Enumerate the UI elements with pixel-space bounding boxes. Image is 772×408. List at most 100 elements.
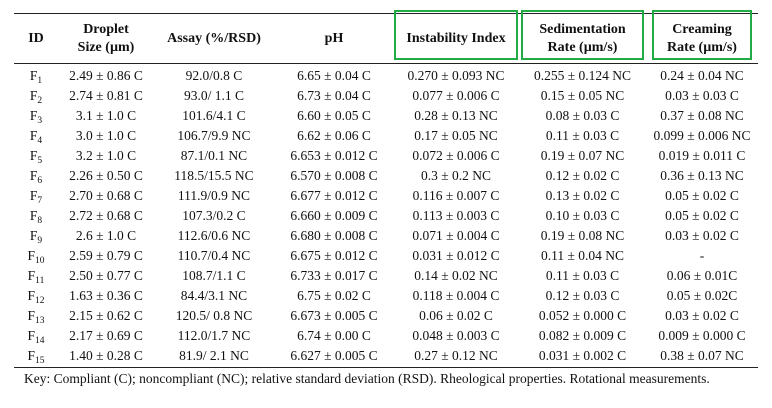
header-id: ID: [14, 14, 58, 63]
cell-instability-index: 0.048 ± 0.003 C: [412, 328, 500, 343]
header-assay: Assay (%/RSD): [154, 14, 274, 63]
cell-ph: 6.73 ± 0.04 C: [297, 88, 371, 103]
header-id-label: ID: [28, 30, 44, 46]
table-row: F12 1.63 ± 0.36 C 84.4/3.1 NC 6.75 ± 0.0…: [14, 286, 758, 306]
row-id: F4: [29, 128, 43, 146]
cell-assay: 118.5/15.5 NC: [174, 168, 254, 183]
cell-creaming-rate: 0.38 ± 0.07 NC: [660, 348, 744, 363]
row-id: F2: [29, 88, 43, 106]
table-row: F5 3.2 ± 1.0 C 87.1/0.1 NC 6.653 ± 0.012…: [14, 146, 758, 166]
cell-sedimentation-rate: 0.031 ± 0.002 C: [538, 348, 627, 363]
cell-creaming-rate: 0.24 ± 0.04 NC: [660, 68, 744, 83]
header-instability-index: Instability Index: [394, 14, 518, 63]
cell-assay: 112.0/1.7 NC: [177, 328, 251, 343]
cell-droplet-size: 2.74 ± 0.81 C: [69, 88, 143, 103]
cell-droplet-size: 3.2 ± 1.0 C: [75, 148, 137, 163]
header-creaming-line2: Rate (µm/s): [667, 39, 737, 55]
cell-droplet-size: 2.50 ± 0.77 C: [69, 268, 143, 283]
cell-sedimentation-rate: 0.082 ± 0.009 C: [538, 328, 627, 343]
cell-creaming-rate: 0.009 ± 0.000 C: [658, 328, 746, 343]
header-assay-label: Assay (%/RSD): [167, 30, 261, 46]
cell-droplet-size: 2.49 ± 0.86 C: [69, 68, 143, 83]
table-row: F3 3.1 ± 1.0 C 101.6/4.1 C 6.60 ± 0.05 C…: [14, 106, 758, 126]
table-row: F10 2.59 ± 0.79 C 110.7/0.4 NC 6.675 ± 0…: [14, 246, 758, 266]
cell-ph: 6.75 ± 0.02 C: [297, 288, 371, 303]
cell-assay: 93.0/ 1.1 C: [183, 88, 244, 103]
cell-creaming-rate: 0.05 ± 0.02 C: [665, 188, 739, 203]
cell-sedimentation-rate: 0.19 ± 0.08 NC: [540, 228, 625, 243]
cell-instability-index: 0.077 ± 0.006 C: [412, 88, 500, 103]
table-row: F8 2.72 ± 0.68 C 107.3/0.2 C 6.660 ± 0.0…: [14, 206, 758, 226]
cell-assay: 106.7/9.9 NC: [177, 128, 251, 143]
cell-sedimentation-rate: 0.15 ± 0.05 NC: [540, 88, 625, 103]
cell-assay: 87.1/0.1 NC: [180, 148, 248, 163]
cell-assay: 120.5/ 0.8 NC: [175, 308, 253, 323]
cell-sedimentation-rate: 0.10 ± 0.03 C: [545, 208, 620, 223]
row-id: F12: [27, 288, 45, 306]
cell-creaming-rate: 0.03 ± 0.02 C: [665, 308, 739, 323]
table-row: F11 2.50 ± 0.77 C 108.7/1.1 C 6.733 ± 0.…: [14, 266, 758, 286]
cell-ph: 6.627 ± 0.005 C: [290, 348, 378, 363]
header-creaming-line1: Creaming: [672, 21, 732, 37]
cell-instability-index: 0.118 ± 0.004 C: [412, 288, 500, 303]
row-id: F8: [29, 208, 43, 226]
cell-instability-index: 0.270 ± 0.093 NC: [407, 68, 505, 83]
row-id: F14: [27, 328, 45, 346]
cell-ph: 6.677 ± 0.012 C: [290, 188, 378, 203]
header-sedimentation-rate: Sedimentation Rate (µm/s): [521, 14, 644, 63]
cell-instability-index: 0.3 ± 0.2 NC: [420, 168, 492, 183]
cell-sedimentation-rate: 0.19 ± 0.07 NC: [540, 148, 625, 163]
table-key-note: Key: Compliant (C); noncompliant (NC); r…: [24, 371, 710, 386]
cell-creaming-rate: 0.37 ± 0.08 NC: [660, 108, 744, 123]
cell-droplet-size: 2.70 ± 0.68 C: [69, 188, 143, 203]
cell-assay: 112.6/0.6 NC: [177, 228, 251, 243]
header-droplet-line2: Size (µm): [77, 39, 135, 55]
cell-instability-index: 0.113 ± 0.003 C: [412, 208, 500, 223]
row-id: F5: [29, 148, 43, 166]
table-row: F9 2.6 ± 1.0 C 112.6/0.6 NC 6.680 ± 0.00…: [14, 226, 758, 246]
cell-droplet-size: 2.26 ± 0.50 C: [69, 168, 143, 183]
table-row: F14 2.17 ± 0.69 C 112.0/1.7 NC 6.74 ± 0.…: [14, 326, 758, 346]
cell-assay: 108.7/1.1 C: [182, 268, 246, 283]
table-row: F15 1.40 ± 0.28 C 81.9/ 2.1 NC 6.627 ± 0…: [14, 346, 758, 366]
cell-assay: 111.9/0.9 NC: [177, 188, 251, 203]
cell-assay: 110.7/0.4 NC: [177, 248, 251, 263]
table-row: F6 2.26 ± 0.50 C 118.5/15.5 NC 6.570 ± 0…: [14, 166, 758, 186]
cell-droplet-size: 2.6 ± 1.0 C: [75, 228, 137, 243]
header-ph-label: pH: [324, 30, 344, 46]
cell-instability-index: 0.071 ± 0.004 C: [412, 228, 500, 243]
header-creaming-rate: Creaming Rate (µm/s): [652, 14, 752, 63]
row-id: F6: [29, 168, 43, 186]
row-id: F1: [29, 68, 43, 86]
header-sedimentation-line1: Sedimentation: [539, 21, 626, 37]
cell-droplet-size: 2.15 ± 0.62 C: [69, 308, 143, 323]
table-header-rule: [14, 63, 758, 64]
cell-creaming-rate: 0.03 ± 0.02 C: [665, 228, 739, 243]
cell-creaming-rate: 0.36 ± 0.13 NC: [660, 168, 744, 183]
table-row: F1 2.49 ± 0.86 C 92.0/0.8 C 6.65 ± 0.04 …: [14, 66, 758, 86]
row-id: F7: [29, 188, 43, 206]
table-row: F4 3.0 ± 1.0 C 106.7/9.9 NC 6.62 ± 0.06 …: [14, 126, 758, 146]
row-id: F15: [27, 348, 45, 366]
cell-sedimentation-rate: 0.12 ± 0.02 C: [545, 168, 620, 183]
cell-instability-index: 0.116 ± 0.007 C: [412, 188, 500, 203]
cell-assay: 92.0/0.8 C: [185, 68, 243, 83]
highlight-box-instability: [394, 10, 518, 60]
cell-ph: 6.62 ± 0.06 C: [297, 128, 371, 143]
table-row: F2 2.74 ± 0.81 C 93.0/ 1.1 C 6.73 ± 0.04…: [14, 86, 758, 106]
cell-instability-index: 0.27 ± 0.12 NC: [414, 348, 498, 363]
cell-creaming-rate: 0.099 ± 0.006 NC: [653, 128, 751, 143]
cell-creaming-rate: -: [699, 248, 705, 263]
cell-assay: 101.6/4.1 C: [182, 108, 246, 123]
cell-droplet-size: 3.0 ± 1.0 C: [75, 128, 137, 143]
cell-ph: 6.680 ± 0.008 C: [290, 228, 378, 243]
cell-ph: 6.675 ± 0.012 C: [290, 248, 378, 263]
row-id: F10: [27, 248, 45, 266]
cell-droplet-size: 2.59 ± 0.79 C: [69, 248, 143, 263]
cell-ph: 6.673 ± 0.005 C: [290, 308, 378, 323]
cell-droplet-size: 1.63 ± 0.36 C: [69, 288, 143, 303]
table-row: F7 2.70 ± 0.68 C 111.9/0.9 NC 6.677 ± 0.…: [14, 186, 758, 206]
cell-creaming-rate: 0.05 ± 0.02C: [666, 288, 738, 303]
cell-instability-index: 0.28 ± 0.13 NC: [414, 108, 498, 123]
cell-creaming-rate: 0.03 ± 0.03 C: [665, 88, 739, 103]
